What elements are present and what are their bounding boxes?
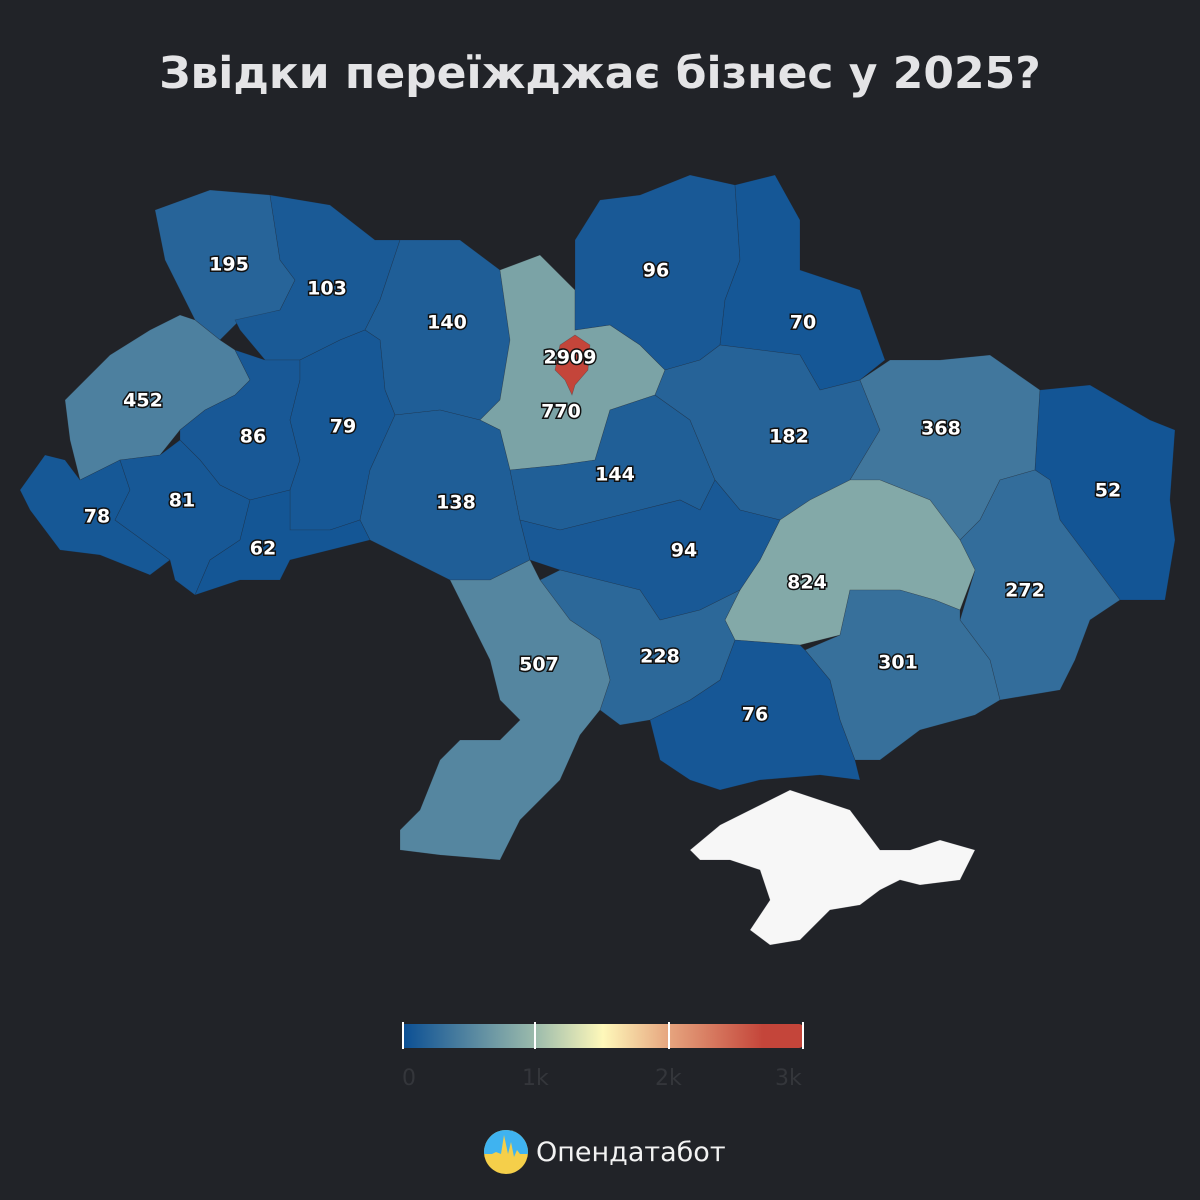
region-chernivtsi[interactable] [194,489,371,596]
brand-logo: Опендатабот [484,1130,726,1174]
label-zhytomyr: 140 [427,312,467,334]
legend-tick-label: 2k [655,1066,682,1091]
legend-tick-label: 3k [775,1066,802,1091]
label-vinnytsia: 138 [436,492,476,514]
label-kyiv-city: 2909 [544,347,597,369]
label-mykolaiv: 228 [640,646,680,668]
label-kherson: 76 [742,704,768,726]
legend-tick-mark [802,1022,804,1049]
region-odesa[interactable] [399,559,611,861]
legend-tick-label: 0 [402,1066,416,1091]
label-lviv: 452 [123,390,163,412]
label-cherkasy: 144 [595,464,635,486]
label-chernivtsi: 62 [250,538,276,560]
legend-tick-mark [402,1022,404,1049]
legend-tick-mark [534,1022,536,1049]
label-ternopil: 86 [240,426,266,448]
label-kyiv-oblast: 770 [541,401,581,423]
label-rivne: 103 [307,278,347,300]
label-dnipropetrovsk: 824 [787,572,827,594]
label-chernihiv: 96 [643,260,669,282]
label-luhansk: 52 [1095,480,1121,502]
legend-tick-mark [668,1022,670,1049]
label-zaporizhzhia: 301 [878,652,918,674]
label-donetsk: 272 [1005,580,1045,602]
label-zakarpattia: 78 [84,506,110,528]
region-crimea [689,789,976,946]
label-odesa: 507 [519,654,559,676]
brand-logo-icon [484,1130,528,1174]
label-sumy: 70 [790,312,816,334]
map-title: Звідки переїжджає бізнес у 2025? [159,48,1041,99]
region-kyiv-city[interactable] [554,334,591,396]
label-kharkiv: 368 [921,418,961,440]
region-donetsk[interactable] [959,469,1121,701]
legend-tick-label: 1k [522,1066,549,1091]
brand-name: Опендатабот [536,1136,726,1168]
label-kirovohrad: 94 [671,540,697,562]
label-poltava: 182 [769,426,809,448]
label-ivano-frankivsk: 81 [169,490,195,512]
label-volyn: 195 [209,254,249,276]
region-sumy[interactable] [719,174,886,391]
label-khmelnytskyi: 79 [330,416,356,438]
color-scale-bar [403,1024,803,1048]
